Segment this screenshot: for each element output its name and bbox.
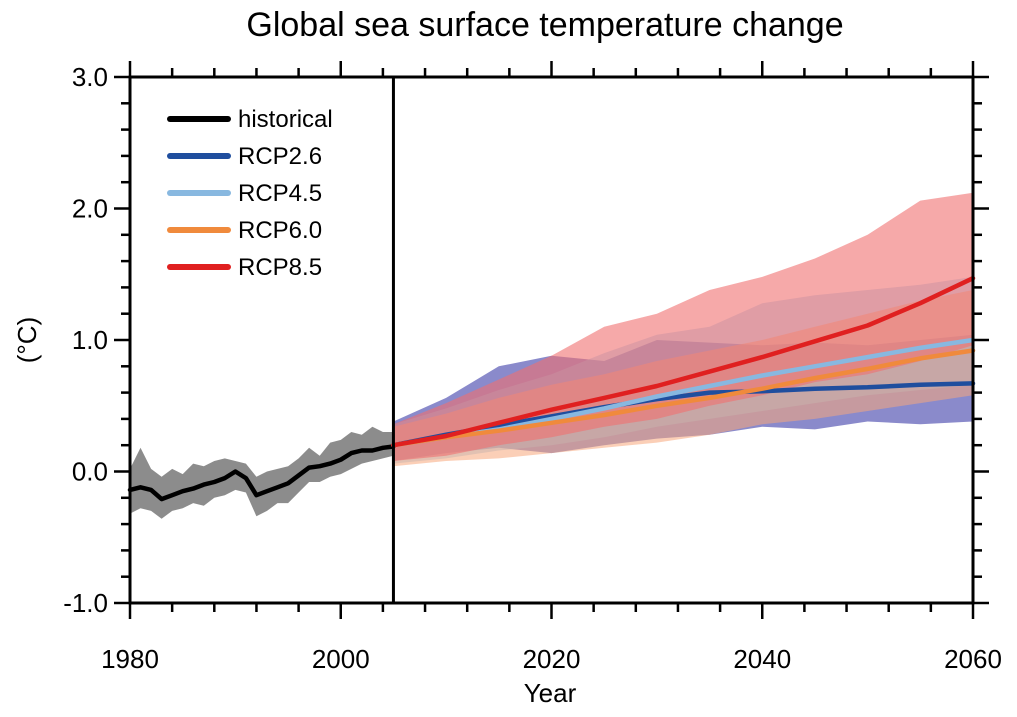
- x-axis-title: Year: [524, 678, 577, 708]
- line-rcp60: [391, 348, 976, 448]
- legend-label: historical: [238, 106, 333, 133]
- legend-label: RCP4.5: [238, 180, 322, 207]
- band-rcp85: [393, 192, 973, 461]
- legend: historical RCP2.6 RCP4.5 RCP6.0 RCP8.5: [167, 106, 333, 281]
- line-rcp85: [391, 275, 976, 448]
- series-lines: [127, 275, 976, 502]
- plot-axes: -1.0 0.0 1.0 2.0 3.0 1980 2000 2020 2040 2060: [63, 61, 1002, 674]
- legend-label: RCP6.0: [238, 217, 322, 244]
- y-tick-label: 3.0: [72, 62, 108, 92]
- chart-title: Global sea surface temperature change: [246, 6, 843, 44]
- y-tick-label: -1.0: [63, 588, 108, 618]
- band-historical: [130, 426, 394, 519]
- y-tick-label: 0.0: [72, 457, 108, 487]
- x-tick-label: 2040: [733, 644, 791, 674]
- legend-label: RCP8.5: [238, 254, 322, 281]
- x-tick-label: 2000: [312, 644, 370, 674]
- legend-label: RCP2.6: [238, 143, 322, 170]
- x-tick-label: 2020: [523, 644, 581, 674]
- x-tick-label: 1980: [101, 644, 159, 674]
- y-tick-label: 1.0: [72, 325, 108, 355]
- y-tick-label: 2.0: [72, 194, 108, 224]
- y-axis-title: (°C): [12, 317, 42, 364]
- line-historical: [127, 444, 396, 502]
- x-tick-label: 2060: [944, 644, 1002, 674]
